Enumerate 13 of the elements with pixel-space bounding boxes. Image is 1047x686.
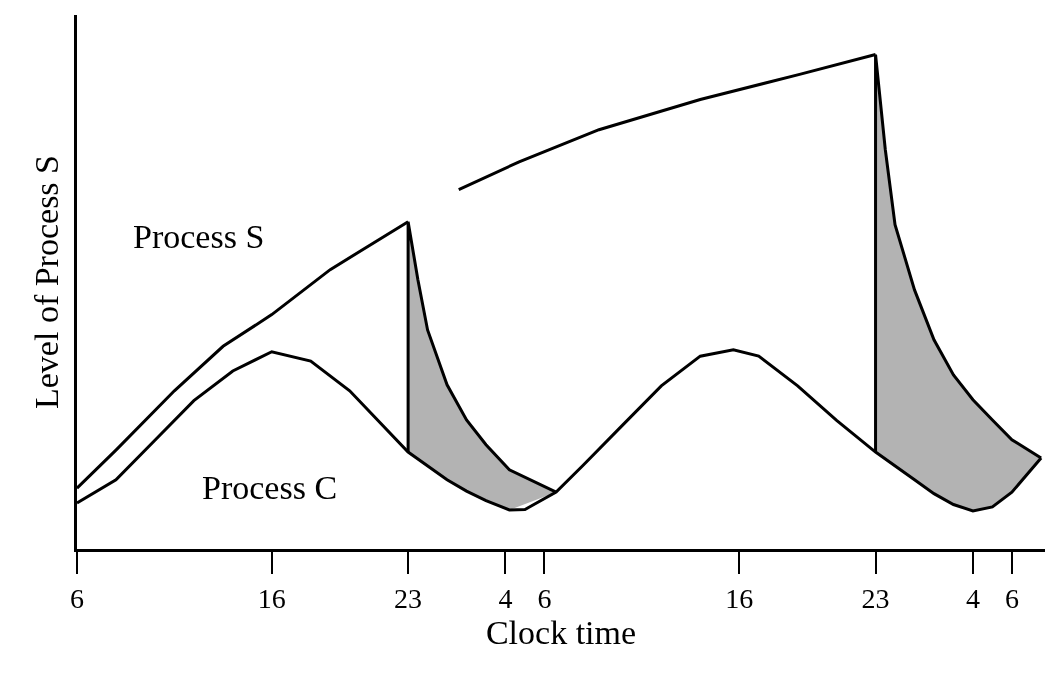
x-tick-label: 4 (965, 582, 980, 614)
x-tick-label: 6 (1004, 582, 1019, 614)
x-tick-label: 23 (394, 582, 423, 614)
x-tick-label: 23 (861, 582, 890, 614)
x-tick-label: 16 (725, 582, 754, 614)
x-tick-label: 6 (70, 582, 84, 614)
annotation: Process S (133, 218, 265, 255)
y-axis-title: Level of Process S (27, 154, 65, 410)
x-tick-label: 16 (257, 582, 286, 614)
annotation: Process C (202, 469, 338, 506)
x-tick-label: 4 (498, 582, 513, 614)
x-tick-label: 6 (537, 582, 552, 614)
x-axis-title: Clock time (485, 613, 637, 651)
